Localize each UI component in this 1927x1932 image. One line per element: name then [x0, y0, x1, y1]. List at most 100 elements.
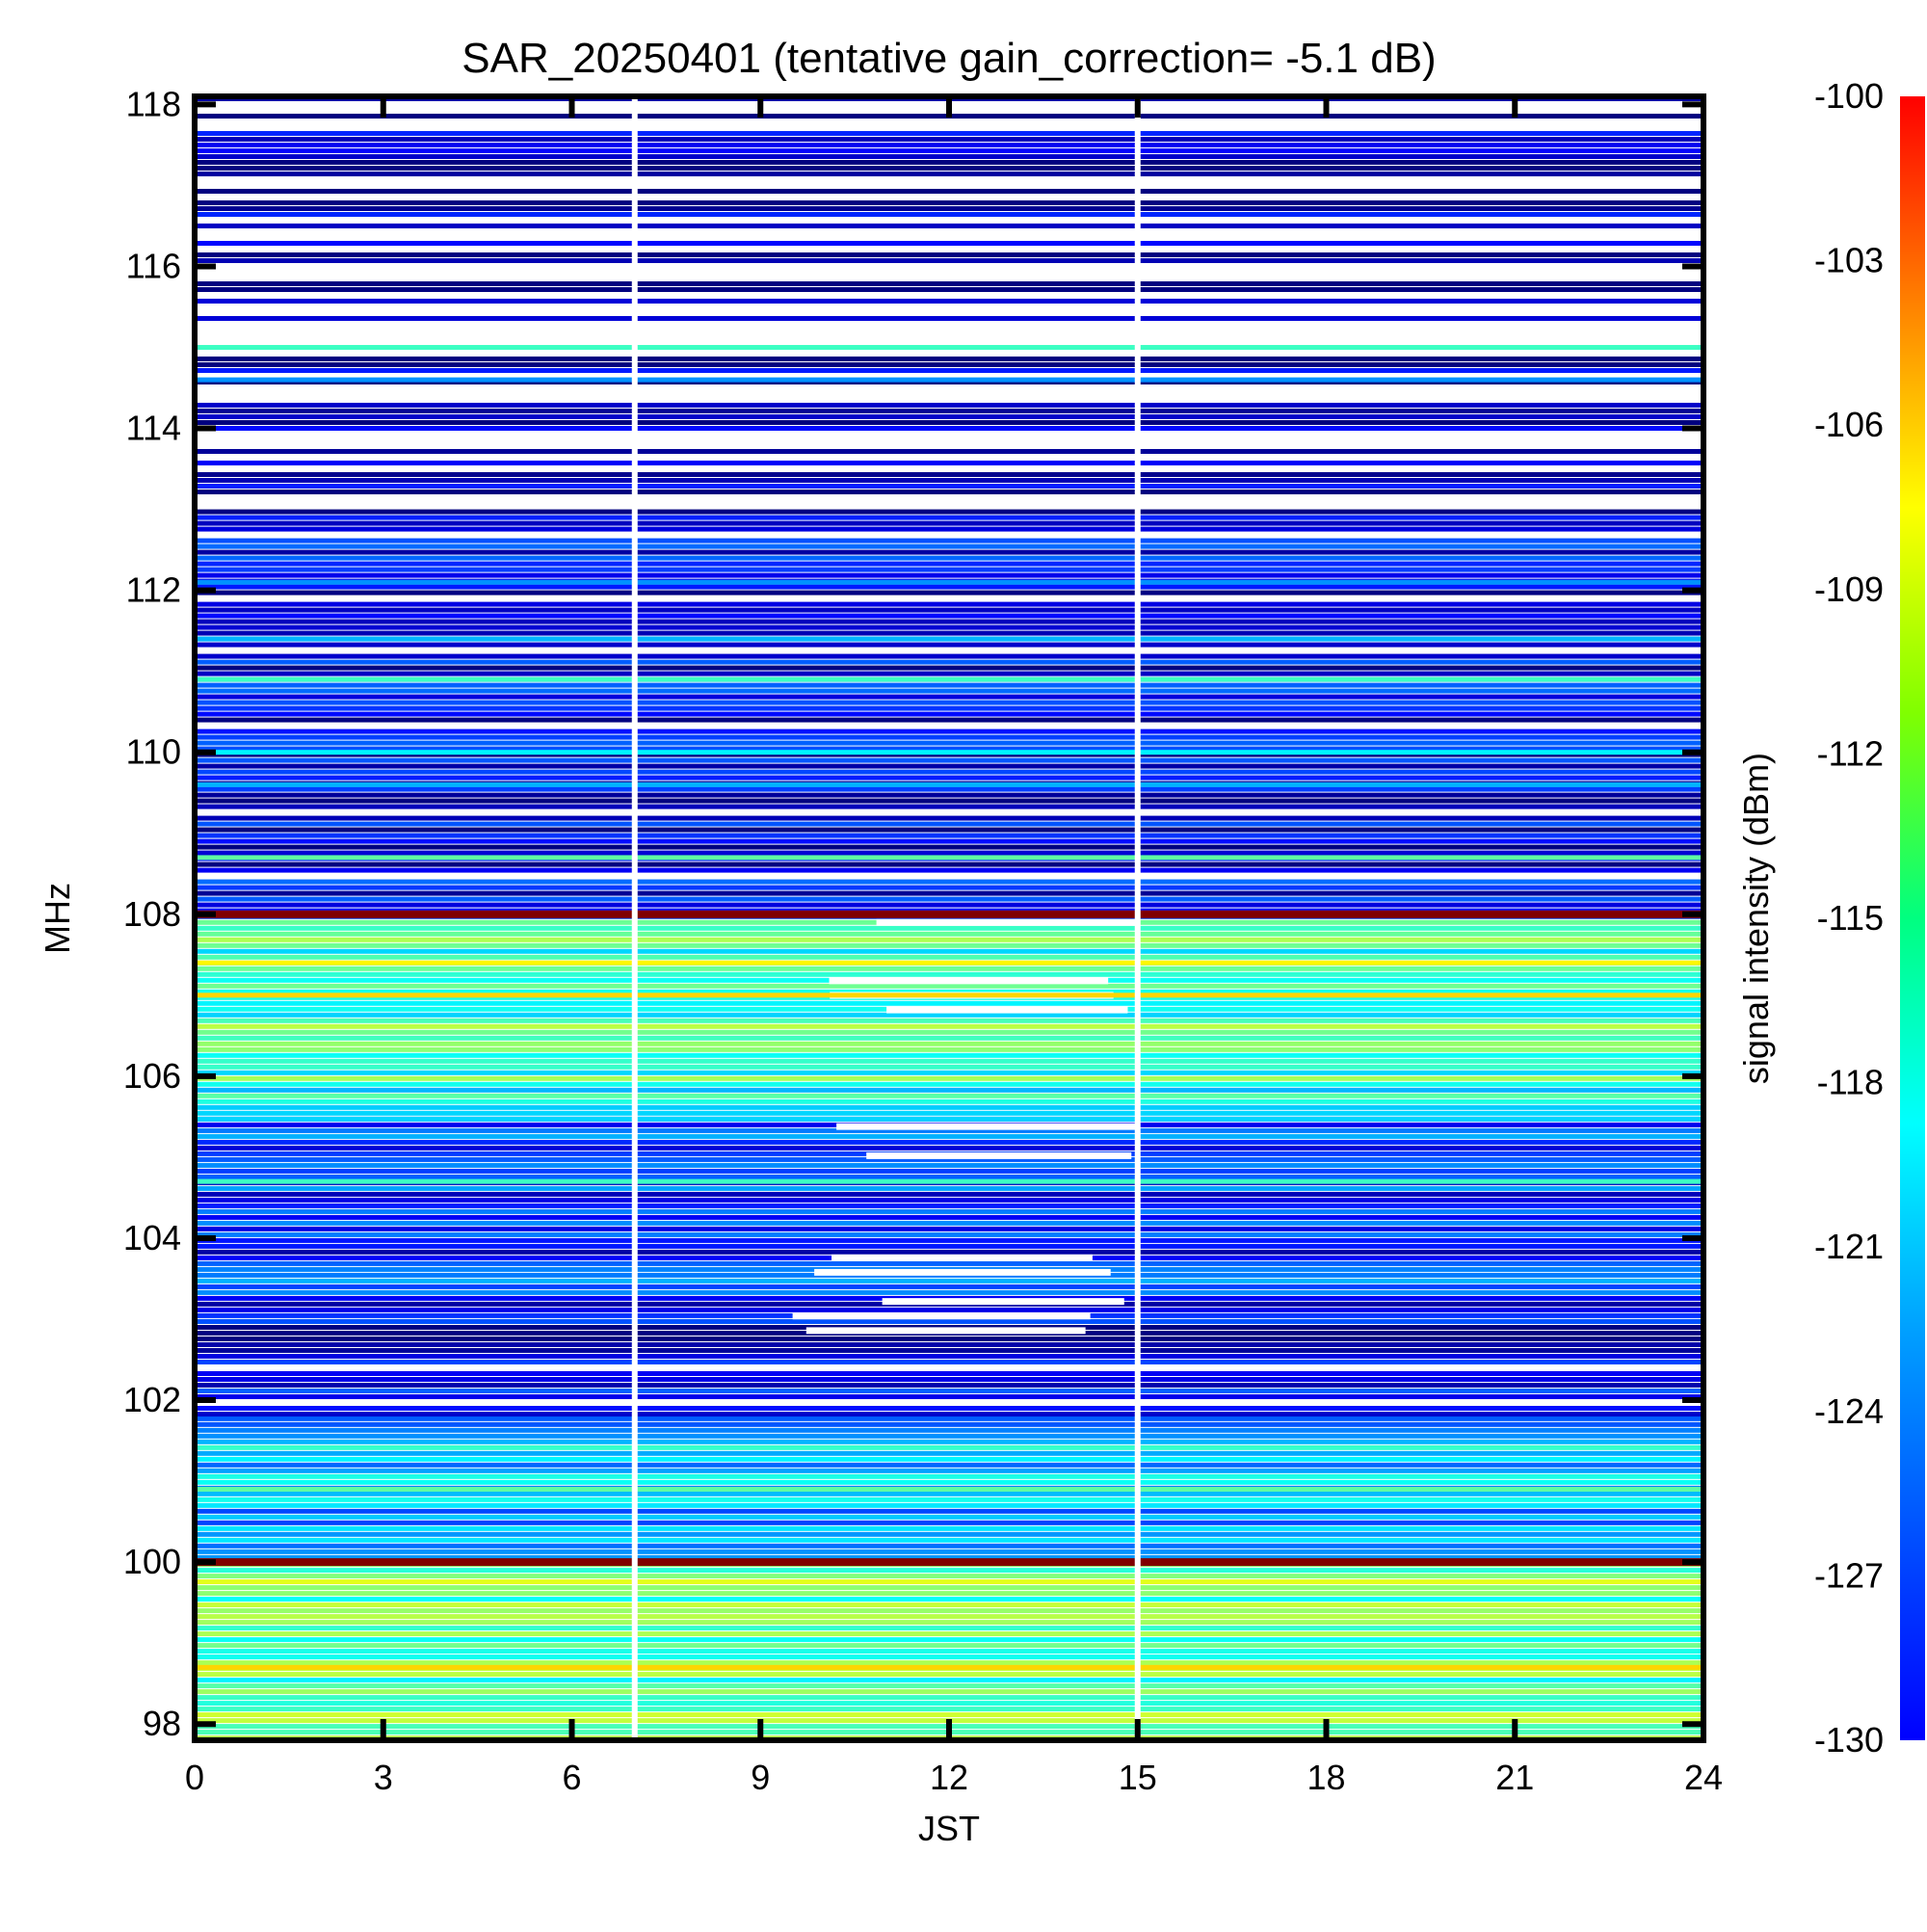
heatmap-row: [195, 1203, 1703, 1208]
fading-patch: [836, 1123, 1136, 1130]
heatmap-row: [195, 1695, 1703, 1701]
heatmap-row: [195, 966, 1703, 971]
persistent-line: [195, 1664, 1703, 1670]
heatmap-row: [195, 538, 1703, 543]
heatmap-row: [195, 572, 1703, 578]
heatmap-row: [195, 861, 1703, 867]
y-tick-label: 102: [123, 1380, 181, 1419]
persistent-line: [195, 345, 1703, 351]
heatmap-row: [195, 555, 1703, 561]
heatmap-row: [195, 1093, 1703, 1098]
heatmap-row: [195, 281, 1703, 286]
y-tick-label: 104: [123, 1218, 181, 1257]
heatmap-row: [195, 368, 1703, 373]
heatmap-row: [195, 653, 1703, 659]
persistent-line: [195, 377, 1703, 383]
heatmap-row: [195, 1683, 1703, 1689]
heatmap-row: [195, 1444, 1703, 1450]
heatmap-row: [195, 1568, 1703, 1574]
colorbar-tick-label: -130: [1814, 1720, 1884, 1760]
heatmap-row: [195, 700, 1703, 705]
heatmap-row: [195, 212, 1703, 217]
heatmap-row: [195, 1520, 1703, 1525]
persistent-line: [195, 579, 1703, 585]
heatmap-row: [195, 1214, 1703, 1220]
heatmap-row: [195, 1139, 1703, 1145]
heatmap-row: [195, 1602, 1703, 1608]
x-tick-label: 9: [751, 1758, 770, 1797]
heatmap-row: [195, 1318, 1703, 1324]
y-tick-label: 116: [126, 246, 181, 285]
heatmap-row: [195, 1574, 1703, 1579]
heatmap-row: [195, 1347, 1703, 1353]
heatmap-row: [195, 1531, 1703, 1537]
fading-patch: [866, 1151, 1132, 1159]
heatmap-row: [195, 1284, 1703, 1289]
heatmap-row: [195, 1525, 1703, 1531]
heatmap-row: [195, 1289, 1703, 1295]
heatmap-row: [195, 414, 1703, 419]
heatmap-row: [195, 682, 1703, 688]
fading-patch: [814, 1268, 1111, 1276]
heatmap-row: [195, 925, 1703, 931]
heatmap-row: [195, 1231, 1703, 1237]
heatmap-row: [195, 1116, 1703, 1122]
fading-patch: [805, 1327, 1086, 1335]
heatmap-row: [195, 624, 1703, 630]
heatmap-row: [195, 665, 1703, 671]
fading-patch: [829, 977, 1109, 985]
heatmap-row: [195, 1046, 1703, 1052]
heatmap-band: [195, 1562, 1703, 1740]
fading-patch: [832, 1254, 1093, 1261]
persistent-line: [195, 960, 1703, 966]
heatmap-row: [195, 717, 1703, 723]
heatmap-row: [195, 241, 1703, 246]
heatmap-row: [195, 902, 1703, 908]
colorbar-tick-label: -118: [1817, 1063, 1884, 1102]
heatmap-row: [195, 1023, 1703, 1029]
heatmap-row: [195, 189, 1703, 194]
x-tick-label: 12: [930, 1758, 968, 1797]
heatmap-row: [195, 1220, 1703, 1226]
heatmap-row: [195, 200, 1703, 205]
fading-patch: [886, 1006, 1128, 1014]
heatmap-row: [195, 983, 1703, 989]
heatmap-row: [195, 792, 1703, 798]
heatmap-row: [195, 1237, 1703, 1243]
heatmap-row: [195, 619, 1703, 624]
heatmap-row: [195, 1162, 1703, 1168]
persistent-line: [195, 1178, 1703, 1184]
heatmap-row: [195, 769, 1703, 775]
heatmap-row: [195, 1631, 1703, 1637]
heatmap-row: [195, 740, 1703, 746]
heatmap-row: [195, 1689, 1703, 1695]
heatmap-row: [195, 1554, 1703, 1560]
heatmap-row: [195, 1614, 1703, 1620]
heatmap-row: [195, 1473, 1703, 1479]
heatmap-row: [195, 1411, 1703, 1416]
x-tick-label: 18: [1307, 1758, 1345, 1797]
y-tick-label: 100: [123, 1542, 181, 1581]
heatmap-row: [195, 694, 1703, 700]
heatmap-row: [195, 775, 1703, 781]
heatmap-row: [195, 1185, 1703, 1191]
y-tick-label: 114: [126, 409, 181, 448]
heatmap-row: [195, 148, 1703, 153]
persistent-line: [195, 855, 1703, 860]
heatmap-row: [195, 1468, 1703, 1473]
heatmap-row: [195, 409, 1703, 413]
heatmap-row: [195, 1654, 1703, 1660]
x-tick-label: 0: [185, 1758, 204, 1797]
heatmap-row: [195, 971, 1703, 977]
heatmap-row: [195, 885, 1703, 890]
heatmap-row: [195, 362, 1703, 367]
heatmap-area: [195, 96, 1703, 1740]
heatmap-row: [195, 299, 1703, 304]
heatmap-row: [195, 1637, 1703, 1643]
heatmap-row: [195, 1439, 1703, 1444]
heatmap-row: [195, 1433, 1703, 1439]
heatmap-row: [195, 420, 1703, 425]
colorbar-tick-label: -115: [1817, 898, 1884, 938]
heatmap-row: [195, 258, 1703, 263]
